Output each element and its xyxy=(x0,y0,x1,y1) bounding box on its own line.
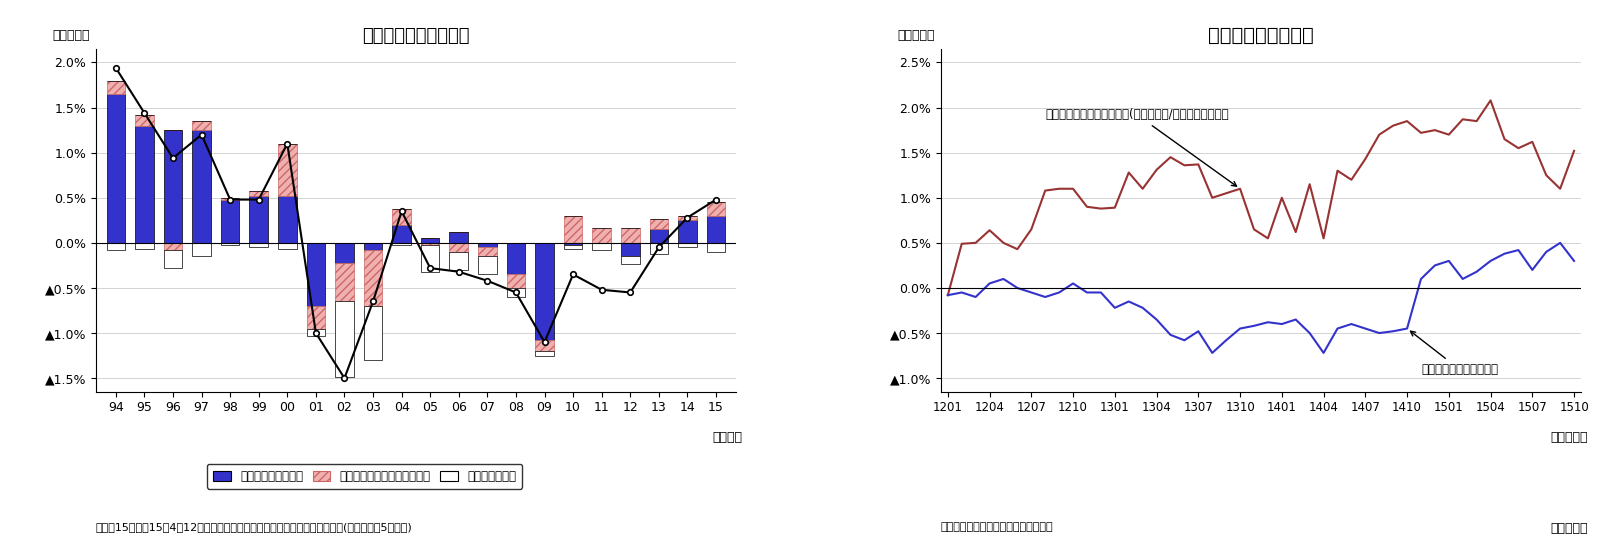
Bar xyxy=(364,250,382,306)
Bar xyxy=(220,200,240,243)
Bar xyxy=(107,81,125,94)
Bar xyxy=(506,274,525,288)
Bar xyxy=(422,243,439,245)
Bar xyxy=(335,263,355,301)
Bar xyxy=(422,245,439,272)
Bar xyxy=(164,250,182,268)
Bar xyxy=(449,243,468,252)
Bar xyxy=(107,94,125,243)
Text: パートタイム労働者・時給(所定内給与/所定内労働時間）: パートタイム労働者・時給(所定内給与/所定内労働時間） xyxy=(1044,108,1236,186)
Bar xyxy=(393,208,410,225)
Bar xyxy=(192,130,211,243)
Text: （年度）: （年度） xyxy=(712,431,743,444)
Bar xyxy=(650,219,668,230)
Bar xyxy=(506,243,525,274)
Bar xyxy=(136,126,153,243)
Bar xyxy=(307,329,326,336)
Bar xyxy=(107,243,125,250)
Bar xyxy=(535,351,554,356)
Bar xyxy=(621,256,639,264)
Bar xyxy=(278,196,297,243)
Text: （注）15年度は15年4～12月の平均。（資料）厚生労働省「毎月勤労統計」(事業所規模5人以上): （注）15年度は15年4～12月の平均。（資料）厚生労働省「毎月勤労統計」(事業… xyxy=(96,522,412,532)
Bar xyxy=(249,191,268,196)
Bar xyxy=(564,243,583,245)
Bar xyxy=(506,288,525,297)
Bar xyxy=(164,130,182,243)
Bar xyxy=(249,243,268,248)
Bar xyxy=(592,243,612,250)
Bar xyxy=(707,243,725,252)
Bar xyxy=(679,216,696,220)
Bar xyxy=(650,230,668,243)
Bar xyxy=(307,243,326,306)
Text: （年・月）: （年・月） xyxy=(1551,431,1587,444)
Text: 一般労働者・所定内給与: 一般労働者・所定内給与 xyxy=(1410,331,1498,376)
Bar xyxy=(707,216,725,243)
Bar xyxy=(707,202,725,216)
Bar xyxy=(220,198,240,200)
Bar xyxy=(679,220,696,243)
Bar xyxy=(335,243,355,263)
Bar xyxy=(364,243,382,250)
Bar xyxy=(164,243,182,250)
Text: （資料）厚生労働省「毎月勤労統計」: （資料）厚生労働省「毎月勤労統計」 xyxy=(941,522,1054,532)
Bar xyxy=(278,144,297,196)
Bar xyxy=(449,232,468,243)
Title: 就業形態別賃金動向: 就業形態別賃金動向 xyxy=(1207,26,1314,45)
Text: （年・月）: （年・月） xyxy=(1551,522,1587,535)
Bar xyxy=(249,196,268,243)
Bar xyxy=(621,243,639,256)
Title: 所定内給与の要因分解: 所定内給与の要因分解 xyxy=(363,27,470,45)
Bar xyxy=(535,243,554,341)
Bar xyxy=(136,115,153,126)
Bar xyxy=(422,238,439,243)
Bar xyxy=(192,243,211,256)
Bar xyxy=(478,243,497,248)
Text: （前年比）: （前年比） xyxy=(53,29,89,42)
Bar xyxy=(535,341,554,351)
Bar xyxy=(564,245,583,249)
Bar xyxy=(364,306,382,360)
Text: （前年比）: （前年比） xyxy=(898,29,934,42)
Bar xyxy=(220,243,240,245)
Bar xyxy=(136,243,153,249)
Bar xyxy=(335,301,355,377)
Bar xyxy=(564,216,583,243)
Bar xyxy=(393,225,410,243)
Bar xyxy=(449,252,468,270)
Bar xyxy=(621,228,639,243)
Bar xyxy=(592,228,612,243)
Bar xyxy=(393,243,410,245)
Bar xyxy=(278,243,297,249)
Bar xyxy=(192,121,211,130)
Bar xyxy=(478,248,497,256)
Bar xyxy=(650,243,668,254)
Bar xyxy=(478,256,497,274)
Bar xyxy=(307,306,326,329)
Bar xyxy=(679,243,696,248)
Legend: 一般労働者賃金要因, パートタイム労働者賃金要因, パート比率要因: 一般労働者賃金要因, パートタイム労働者賃金要因, パート比率要因 xyxy=(208,464,522,489)
